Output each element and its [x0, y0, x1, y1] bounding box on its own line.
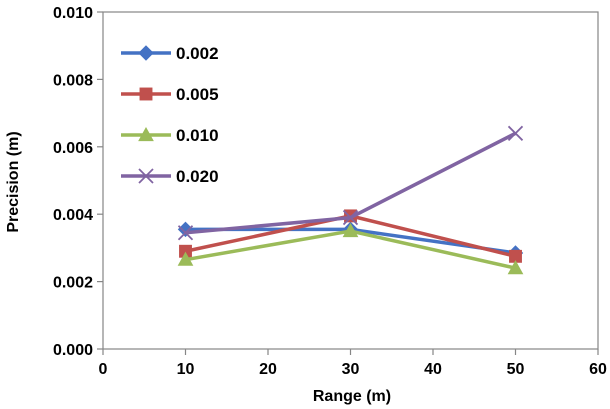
legend-item: 0.005 — [121, 85, 219, 104]
legend-label: 0.002 — [176, 44, 219, 63]
data-point-triangle — [507, 260, 524, 275]
legend-label: 0.020 — [176, 167, 219, 186]
data-point-x — [177, 225, 194, 241]
data-point-triangle — [138, 126, 154, 142]
data-point-x-stroke — [138, 168, 154, 184]
series-layer — [177, 125, 524, 275]
y-tick-label: 0.010 — [53, 5, 93, 22]
y-tick-label: 0.000 — [53, 342, 93, 359]
legend-label: 0.005 — [176, 85, 219, 104]
series-0.020 — [177, 125, 524, 241]
data-point-triangle — [177, 251, 194, 266]
x-tick-label: 30 — [342, 361, 360, 378]
data-point-diamond — [177, 221, 194, 238]
axes: 0.000 0.002 0.004 0.006 0.008 0.010 0 10 20 30 40 5… — [53, 5, 607, 378]
x-tick-label: 10 — [177, 361, 195, 378]
y-axis-label: Precision (m) — [5, 131, 22, 232]
x-axis-label: Range (m) — [313, 388, 391, 405]
series-0.010 — [177, 223, 524, 275]
x-tick-label: 60 — [589, 361, 607, 378]
x-tick-label: 20 — [259, 361, 277, 378]
legend: 0.002 0.005 0.010 0.020 — [121, 44, 219, 186]
x-tick-label: 0 — [99, 361, 108, 378]
y-tick-label: 0.008 — [53, 72, 93, 89]
y-tick-label: 0.002 — [53, 275, 93, 292]
data-point-x — [507, 125, 524, 141]
data-point-x — [138, 168, 154, 184]
legend-label: 0.010 — [176, 126, 219, 145]
x-tick-label: 50 — [507, 361, 525, 378]
data-point-x-stroke — [507, 125, 524, 141]
legend-item: 0.002 — [121, 44, 219, 63]
data-point-triangle — [342, 223, 359, 238]
data-point-x-stroke — [342, 209, 359, 226]
y-tick-label: 0.006 — [53, 140, 93, 157]
data-point-x-stroke — [177, 225, 194, 241]
data-point-x — [342, 209, 359, 226]
data-point-square — [139, 87, 153, 101]
data-point-diamond — [138, 45, 154, 61]
legend-item: 0.020 — [121, 167, 219, 186]
legend-item: 0.010 — [121, 126, 219, 145]
x-tick-label: 40 — [424, 361, 442, 378]
y-tick-label: 0.004 — [53, 207, 93, 224]
